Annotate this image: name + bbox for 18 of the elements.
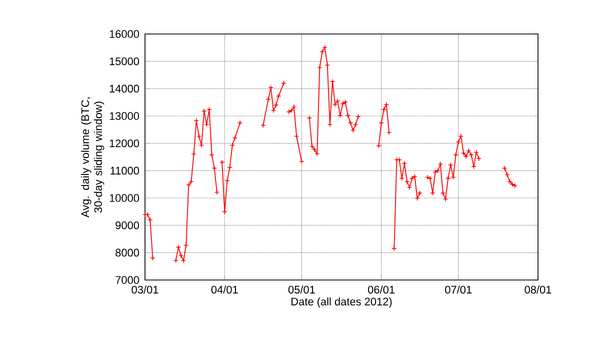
y-tick-label: 10000 — [110, 194, 140, 202]
y-axis-title: Avg. daily volume (BTC, 30-day sliding window) — [81, 98, 104, 218]
y-tick-label: 15000 — [110, 57, 140, 66]
y-tick-label: 9000 — [116, 221, 140, 230]
y-tick-label: 7000 — [116, 276, 140, 284]
x-tick-label: 04/01 — [211, 286, 238, 294]
x-tick-label: 08/01 — [524, 286, 552, 294]
x-tick-label: 03/01 — [132, 286, 158, 294]
y-tick-label: 13000 — [110, 112, 140, 120]
x-axis-title: Date (all dates 2012) — [292, 297, 392, 308]
x-tick-label: 06/01 — [368, 286, 394, 294]
y-tick-label: 14000 — [110, 84, 140, 93]
y-tick-label: 8000 — [116, 248, 140, 257]
y-tick-label: 12000 — [110, 139, 140, 148]
x-tick-label: 05/01 — [288, 286, 315, 294]
y-tick-label: 11000 — [110, 166, 140, 175]
x-tick-label: 07/01 — [445, 286, 472, 294]
y-tick-label: 16000 — [110, 30, 140, 38]
